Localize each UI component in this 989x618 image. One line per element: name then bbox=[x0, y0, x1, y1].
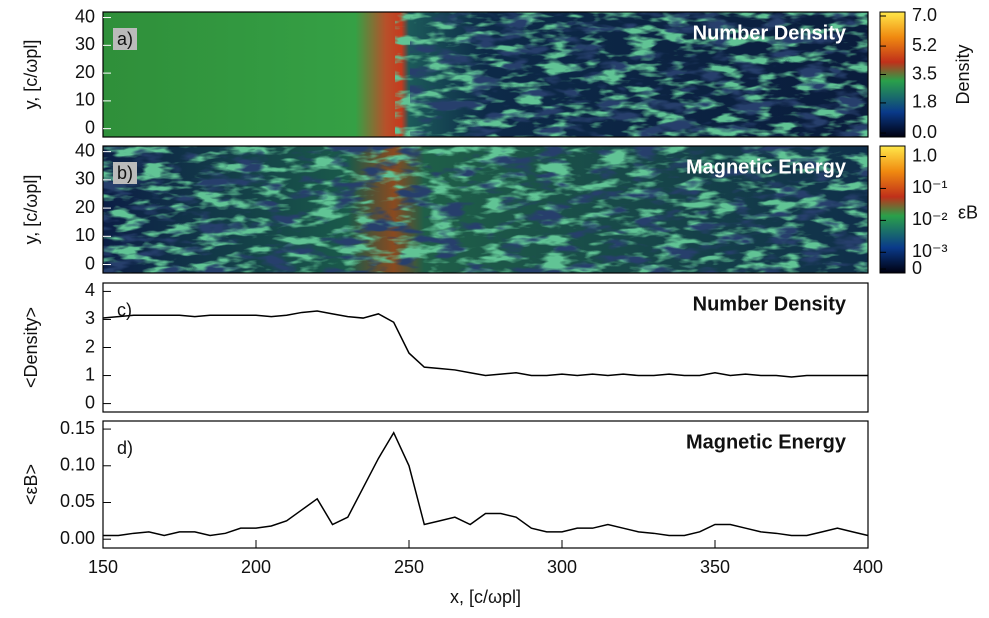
figure: 010203040y, [c/ωpl]a)Number Density7.05.… bbox=[0, 0, 989, 613]
panel-label: b) bbox=[117, 163, 133, 183]
y-tick-label: 0 bbox=[85, 392, 95, 412]
y-tick-label: 0.10 bbox=[60, 455, 95, 475]
colorbar-tick-label: 1.0 bbox=[912, 145, 937, 165]
panel-label: a) bbox=[117, 29, 133, 49]
line bbox=[103, 311, 868, 377]
x-tick-label: 400 bbox=[853, 557, 883, 577]
y-tick-label: 20 bbox=[75, 62, 95, 82]
panel-label: d) bbox=[117, 438, 133, 458]
colorbar bbox=[880, 146, 905, 273]
y-tick-label: 30 bbox=[75, 169, 95, 189]
y-tick-label: 0 bbox=[85, 253, 95, 273]
colorbar-tick-label: 0.0 bbox=[912, 122, 937, 142]
panel-label: c) bbox=[117, 300, 132, 320]
y-tick-label: 0 bbox=[85, 117, 95, 137]
y-tick-label: 3 bbox=[85, 308, 95, 328]
y-axis-label: y, [c/ωpl] bbox=[21, 40, 41, 110]
y-tick-label: 4 bbox=[85, 280, 95, 300]
x-tick-label: 200 bbox=[241, 557, 271, 577]
x-tick-label: 350 bbox=[700, 557, 730, 577]
panel-title: Number Density bbox=[693, 293, 847, 315]
y-tick-label: 0.00 bbox=[60, 528, 95, 548]
colorbar-tick-label: 3.5 bbox=[912, 63, 937, 83]
y-axis-label: y, [c/ωpl] bbox=[21, 175, 41, 245]
x-tick-label: 300 bbox=[547, 557, 577, 577]
y-tick-label: 0.15 bbox=[60, 418, 95, 438]
colorbar-tick-label: 0 bbox=[912, 258, 922, 278]
y-tick-label: 20 bbox=[75, 197, 95, 217]
colorbar-tick-label: 5.2 bbox=[912, 35, 937, 55]
y-tick-label: 0.05 bbox=[60, 491, 95, 511]
x-tick-label: 250 bbox=[394, 557, 424, 577]
y-tick-label: 10 bbox=[75, 90, 95, 110]
colorbar-tick-label: 10⁻¹ bbox=[912, 177, 948, 197]
colorbar-label: Density bbox=[953, 44, 973, 104]
colorbar-tick-label: 1.8 bbox=[912, 92, 937, 112]
y-tick-label: 1 bbox=[85, 364, 95, 384]
y-tick-label: 10 bbox=[75, 225, 95, 245]
x-tick-label: 150 bbox=[88, 557, 118, 577]
panel-title: Magnetic Energy bbox=[686, 431, 847, 453]
y-tick-label: 40 bbox=[75, 140, 95, 160]
y-axis-label: <εB> bbox=[21, 464, 41, 505]
colorbar-tick-label: 10⁻² bbox=[912, 209, 948, 229]
y-tick-label: 30 bbox=[75, 34, 95, 54]
colorbar-label: εB bbox=[958, 202, 978, 222]
x-axis-label: x, [c/ωpl] bbox=[450, 587, 521, 607]
y-tick-label: 2 bbox=[85, 336, 95, 356]
panel-title: Magnetic Energy bbox=[686, 156, 847, 178]
y-axis-label: <Density> bbox=[21, 307, 41, 388]
panel-title: Number Density bbox=[693, 22, 847, 44]
y-tick-label: 40 bbox=[75, 6, 95, 26]
colorbar-tick-label: 7.0 bbox=[912, 5, 937, 25]
